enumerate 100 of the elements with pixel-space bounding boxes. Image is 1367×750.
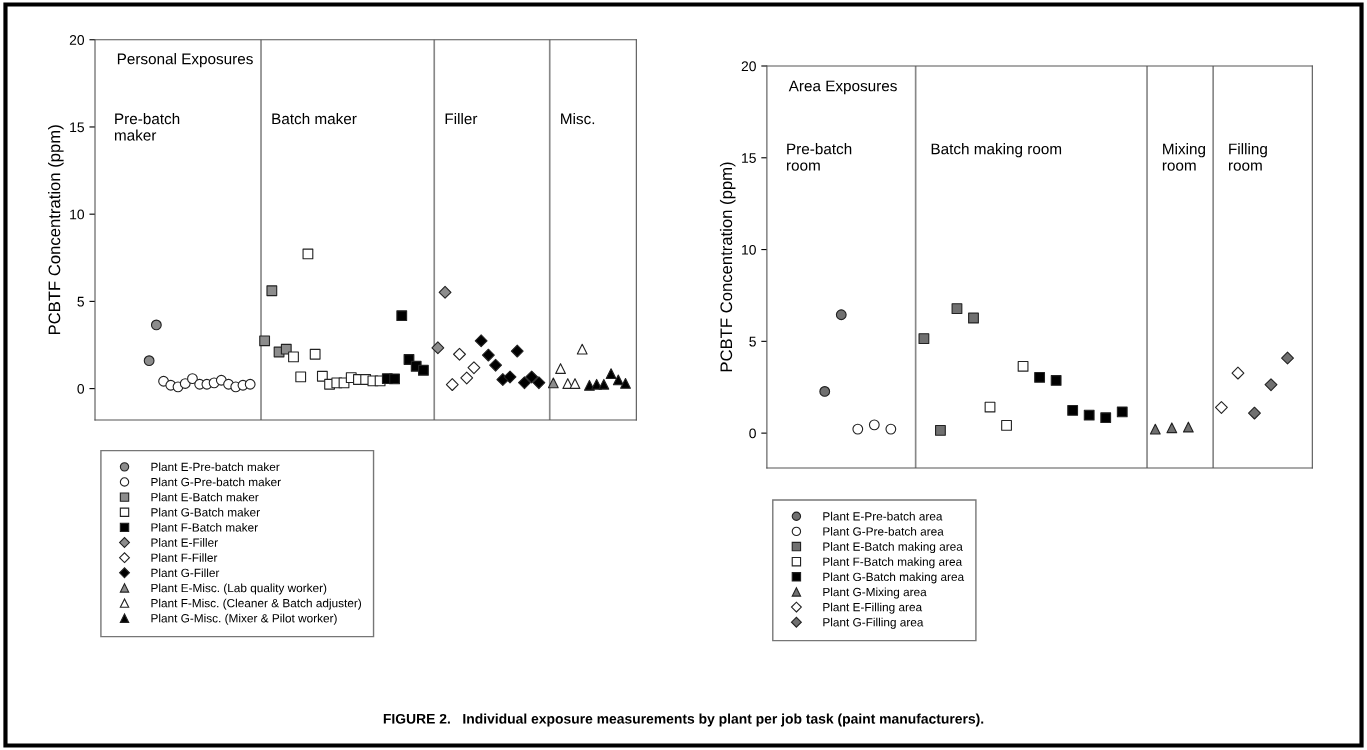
point (467, 361, 481, 375)
legend-label: Plant E-Batch maker (151, 492, 259, 502)
y-tick-label: 20 (741, 61, 756, 72)
point (620, 377, 631, 389)
point (1116, 406, 1128, 418)
y-tick-label: 15 (742, 153, 756, 163)
point (1149, 423, 1161, 435)
point (1166, 422, 1178, 434)
legend-label: Plant G-Filler (151, 568, 220, 578)
legend-label: Plant E-Pre-batch maker (151, 462, 280, 472)
y-axis-title: PCBTF Concentration (ppm) (719, 162, 736, 372)
point (489, 358, 503, 372)
point (532, 376, 546, 390)
caption: FIGURE 2. Individual exposure measurements by plant per job task (paint manufacturers). (383, 713, 984, 727)
point (935, 424, 946, 436)
point (1100, 412, 1112, 424)
point (968, 312, 979, 324)
point (868, 419, 880, 431)
legend-label: Plant E-Filling area (823, 602, 923, 614)
annotation: Pre-batch maker (114, 113, 180, 141)
legend-label: Plant G-Batch maker (151, 507, 260, 517)
point (1248, 406, 1261, 420)
point (819, 386, 831, 397)
legend-label: Plant G-Pre-batch maker (151, 477, 281, 487)
y-tick-label: 5 (749, 336, 756, 347)
y-tick-label: 10 (70, 209, 85, 220)
legend-label: Plant E-Filler (151, 538, 218, 547)
y-tick-label: 15 (70, 122, 85, 133)
point (143, 355, 155, 367)
point (1182, 421, 1194, 433)
point (547, 377, 559, 389)
point (1034, 371, 1046, 383)
point (1050, 375, 1062, 386)
point (259, 335, 271, 347)
point (518, 376, 531, 390)
point (309, 348, 321, 360)
point (453, 347, 466, 361)
point (179, 378, 191, 389)
point (445, 378, 459, 392)
point (612, 374, 624, 386)
legend-label: Plant E-Batch making area (823, 542, 963, 554)
legend-label: Plant E-Misc. (Lab quality worker) (151, 583, 327, 595)
legend-label: Plant F-Batch making area (823, 557, 963, 569)
point (417, 364, 429, 376)
point (288, 351, 299, 363)
point (918, 333, 930, 345)
annotation: Filler (445, 113, 478, 125)
annotation: Pre-batch room (786, 143, 852, 171)
legend-label: Plant F-Misc. (Cleaner & Batch adjuster) (151, 598, 362, 610)
y-tick-label: 0 (77, 383, 85, 394)
y-tick-label: 5 (77, 296, 85, 307)
text: Personal Exposures (117, 53, 253, 68)
annotation: Mixing room (1162, 143, 1206, 171)
point (1231, 366, 1245, 380)
point (266, 285, 278, 297)
legend-label: Plant E-Pre-batch area (823, 511, 943, 521)
point (605, 368, 617, 380)
y-tick-label: 20 (69, 35, 85, 45)
point (510, 344, 524, 358)
legend-label: Plant G-Mixing area (823, 587, 927, 599)
annotation: Batch maker (272, 113, 357, 125)
point (460, 371, 474, 385)
y-axis-title: PCBTF Concentration (ppm) (48, 125, 64, 335)
point (280, 343, 292, 355)
legend-label: Plant F-Batch maker (151, 522, 258, 532)
point (481, 348, 495, 362)
point (576, 343, 588, 355)
point (598, 378, 610, 390)
point (1264, 378, 1278, 392)
point (396, 310, 408, 322)
legend-label: Plant G-Misc. (Mixer & Pilot worker) (151, 613, 337, 625)
annotation: Filling room (1228, 143, 1267, 171)
point (569, 378, 581, 389)
point (244, 378, 256, 390)
y-tick-label: 0 (749, 428, 756, 439)
point (503, 370, 517, 384)
point (431, 341, 445, 355)
point (187, 373, 198, 385)
point (555, 363, 566, 374)
point (1067, 404, 1079, 416)
point (1001, 419, 1012, 431)
point (389, 373, 400, 385)
annotation: Misc. (561, 113, 595, 125)
legend-label: Plant F-Filler (151, 553, 218, 562)
text: Area Exposures (788, 80, 897, 95)
point (295, 371, 307, 383)
legend-label: Plant G-Pre-batch area (823, 526, 944, 536)
point (438, 285, 452, 299)
point (1281, 351, 1294, 365)
point (835, 309, 847, 321)
point (150, 319, 162, 331)
legend-label: Plant G-Batch making area (823, 572, 965, 584)
point (885, 423, 897, 435)
point (1214, 400, 1228, 414)
point (951, 303, 963, 315)
legend-label: Plant G-Filling area (823, 617, 924, 629)
point (1017, 360, 1029, 372)
point (852, 423, 864, 435)
point (1083, 409, 1095, 421)
y-tick-label: 10 (742, 244, 756, 255)
